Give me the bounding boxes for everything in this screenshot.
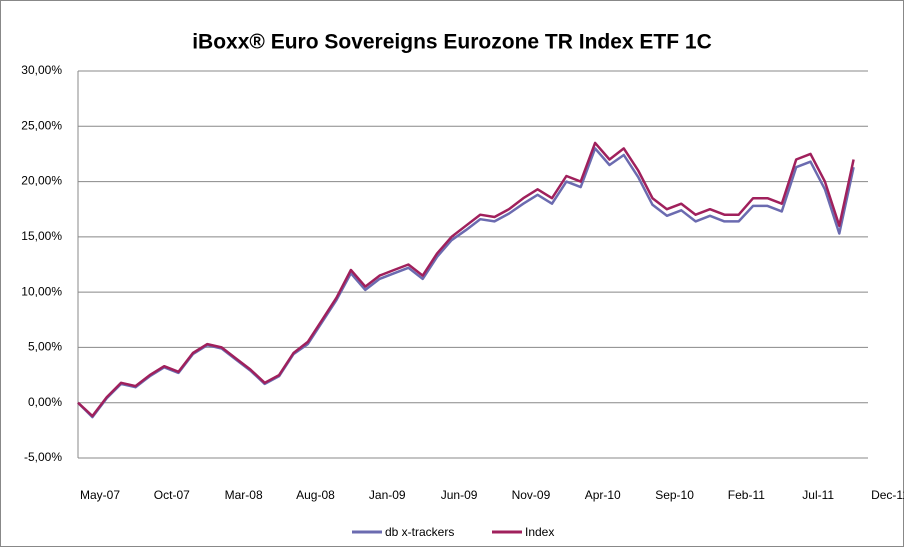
- x-tick-label: Feb-11: [728, 488, 765, 502]
- x-tick-label: May-07: [80, 488, 120, 502]
- x-tick-label: Apr-10: [585, 488, 621, 502]
- line-series: [77, 141, 855, 418]
- y-tick-label: 0,00%: [28, 395, 62, 409]
- x-tick-label: Jun-09: [441, 488, 478, 502]
- x-tick-label: Jul-11: [802, 488, 834, 502]
- y-tick-label: 10,00%: [21, 284, 62, 298]
- y-tick-label: 15,00%: [21, 229, 62, 243]
- x-tick-label: Dec-11: [871, 488, 904, 502]
- legend-label: db x-trackers: [385, 525, 454, 539]
- x-tick-label: Mar-08: [225, 488, 263, 502]
- y-tick-label: 25,00%: [21, 118, 62, 132]
- y-tick-label: 5,00%: [28, 340, 62, 354]
- x-tick-label: Oct-07: [154, 488, 190, 502]
- x-tick-label: Aug-08: [296, 488, 335, 502]
- x-tick-label: Jan-09: [369, 488, 406, 502]
- chart-title: iBoxx® Euro Sovereigns Eurozone TR Index…: [192, 31, 712, 54]
- x-tick-label: Sep-10: [655, 488, 694, 502]
- y-tick-label: 20,00%: [21, 174, 62, 188]
- legend-label: Index: [525, 525, 554, 539]
- x-tick-label: Nov-09: [512, 488, 551, 502]
- y-tick-label: -5,00%: [24, 450, 62, 464]
- y-tick-label: 30,00%: [21, 63, 62, 77]
